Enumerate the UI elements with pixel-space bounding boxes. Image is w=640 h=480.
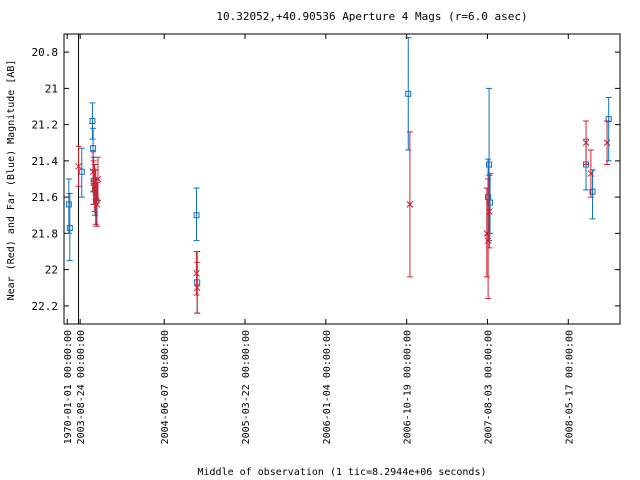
data-point: [589, 188, 596, 195]
y-tick-label: 21.2: [32, 119, 59, 132]
plot-border: [63, 33, 621, 325]
point-stroke: [93, 201, 101, 208]
x-tick-label: 2008-05-17 00:00:00: [564, 330, 575, 444]
data-point: [193, 269, 200, 277]
x-tick-label: 2004-06-07 00:00:00: [160, 330, 171, 444]
series-1: [75, 120, 611, 314]
data-point: [65, 201, 72, 208]
data-point: [483, 230, 491, 237]
data-point: [78, 168, 85, 175]
data-point: [484, 237, 492, 244]
data-point: [582, 139, 590, 147]
x-axis: 1970-01-01 00:00:00 2003-08-24 00:00:00 20…: [63, 34, 575, 444]
data-point: [605, 116, 612, 123]
data-point: [89, 118, 96, 124]
x-tick-label: 2006-10-19 00:00:00: [403, 330, 414, 444]
plot-frame: [63, 33, 621, 325]
x-tick-label: 2006-01-04 00:00:00: [322, 330, 333, 444]
x-tick-label: 2007-08-03 00:00:00: [483, 330, 494, 444]
data-point: [487, 199, 494, 206]
point-stroke: [406, 201, 414, 208]
y-tick-label: 22: [45, 264, 58, 277]
y-tick-label: 20.8: [32, 46, 59, 59]
x-axis-label: Middle of observation (1 tic=8.2944e+06 …: [198, 467, 487, 478]
point-stroke: [75, 162, 82, 170]
data-point: [75, 162, 82, 170]
y-axis: 20.8 21 21.2 21.4 21.6 21.8 22 22.2: [32, 46, 620, 313]
data-point: [93, 201, 101, 208]
y-tick-label: 21.6: [32, 191, 59, 204]
point-stroke: [483, 230, 491, 237]
point-stroke: [193, 269, 200, 277]
data-point: [193, 212, 200, 219]
point-stroke: [94, 175, 102, 183]
x-tick-label: 2005-03-22 00:00:00: [241, 330, 252, 444]
point-stroke: [484, 237, 492, 244]
data-point: [587, 170, 595, 177]
data-point: [486, 161, 493, 168]
point-stroke: [486, 208, 493, 215]
data-point: [486, 208, 493, 215]
chart-title: 10.32052,+40.90536 Aperture 4 Mags (r=6.…: [216, 10, 527, 23]
point-stroke: [603, 139, 611, 147]
series-0: [65, 37, 612, 314]
x-tick-label: 1970-01-01 00:00:00: [63, 330, 74, 444]
data-point: [405, 90, 412, 97]
data-point: [66, 224, 73, 231]
data-point: [603, 139, 611, 147]
x-tick-label: 2003-08-24 00:00:00: [76, 330, 87, 444]
data-point: [193, 284, 201, 292]
y-tick-label: 21.4: [32, 155, 59, 168]
data-point: [406, 201, 414, 208]
point-stroke: [193, 284, 201, 292]
data-point: [90, 145, 97, 152]
data-point: [94, 175, 102, 183]
y-tick-label: 21.8: [32, 227, 59, 240]
y-tick-label: 21: [45, 82, 58, 95]
y-tick-label: 22.2: [32, 300, 59, 313]
data-layer: [65, 37, 612, 314]
y-axis-label: Near (Red) and Far (Blue) Magnitude [AB]: [6, 60, 17, 301]
point-stroke: [587, 170, 595, 177]
point-stroke: [582, 139, 590, 147]
